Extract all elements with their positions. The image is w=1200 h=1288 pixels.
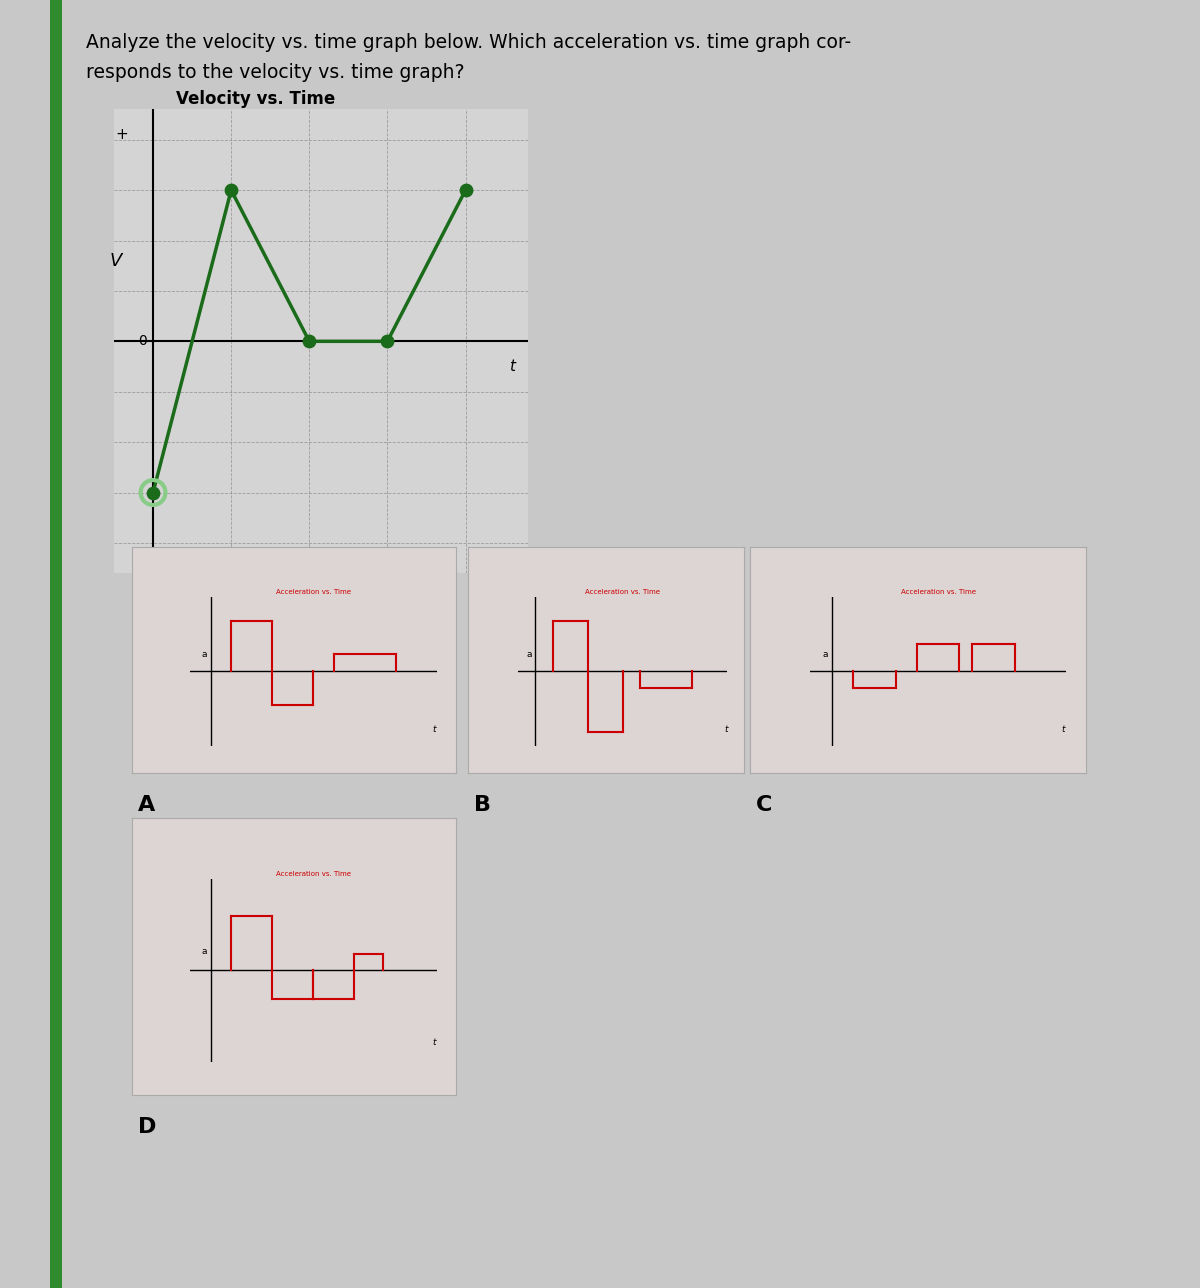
Text: a: a — [822, 650, 828, 659]
Text: t: t — [1062, 725, 1066, 734]
Point — [378, 331, 397, 352]
Text: B: B — [474, 796, 491, 815]
Text: V: V — [109, 251, 121, 269]
Text: t: t — [432, 725, 436, 734]
Text: t: t — [724, 725, 727, 734]
Text: responds to the velocity vs. time graph?: responds to the velocity vs. time graph? — [86, 63, 464, 82]
Text: Analyze the velocity vs. time graph below. Which acceleration vs. time graph cor: Analyze the velocity vs. time graph belo… — [86, 33, 852, 53]
Text: Velocity vs. Time: Velocity vs. Time — [176, 90, 335, 108]
Text: a: a — [202, 947, 206, 956]
Text: A: A — [138, 796, 155, 815]
Title: Acceleration vs. Time: Acceleration vs. Time — [901, 589, 976, 595]
Text: t: t — [509, 359, 515, 375]
Text: t: t — [432, 1038, 436, 1047]
Text: C: C — [756, 796, 773, 815]
Text: a: a — [202, 650, 206, 659]
Title: Acceleration vs. Time: Acceleration vs. Time — [276, 589, 350, 595]
Text: a: a — [526, 650, 532, 659]
Point — [222, 180, 241, 201]
Point — [144, 482, 163, 502]
Point — [300, 331, 319, 352]
Title: Acceleration vs. Time: Acceleration vs. Time — [586, 589, 660, 595]
Text: D: D — [138, 1118, 156, 1137]
Point — [456, 180, 475, 201]
Title: Acceleration vs. Time: Acceleration vs. Time — [276, 871, 350, 877]
Text: 0: 0 — [138, 335, 146, 348]
Point — [144, 482, 163, 502]
Text: +: + — [115, 128, 128, 142]
